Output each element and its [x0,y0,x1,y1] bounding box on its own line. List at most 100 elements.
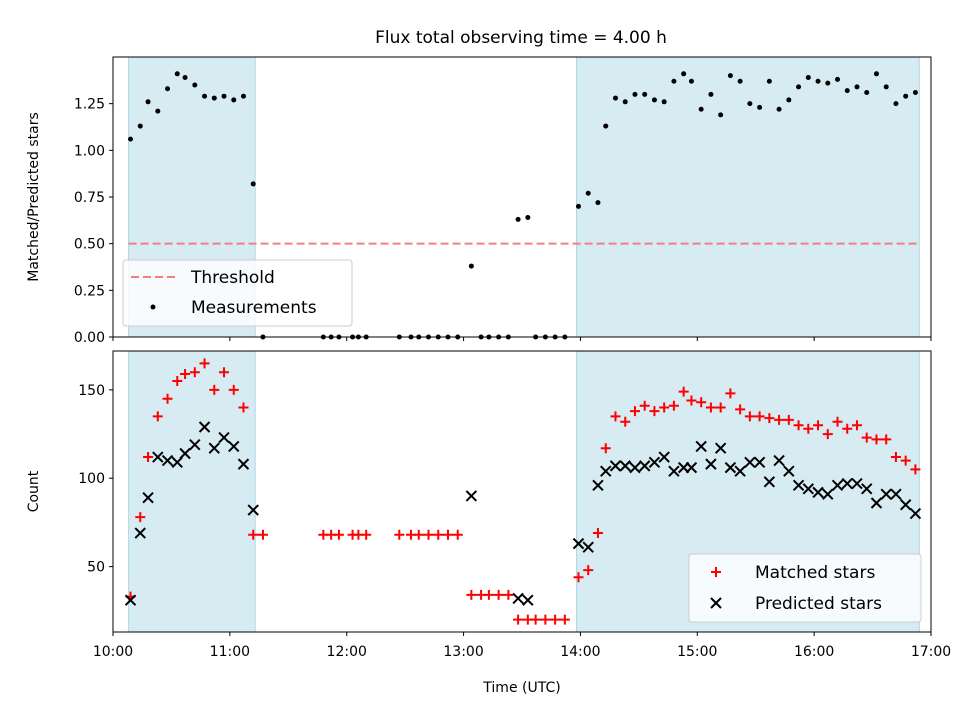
top-panel: 0.00 0.25 0.50 0.75 1.00 1.25 Matched/Predicte… [26,56,932,346]
y-tick-label: 1.25 [74,97,105,113]
matched-star-point [483,589,494,600]
predicted-star-point [870,497,883,509]
measurement-point [651,97,657,103]
y-tick-label: 100 [78,471,105,487]
measurement-point [864,89,870,95]
predicted-star-point [831,479,844,492]
predicted-star-point [247,504,259,516]
predicted-star-point [237,458,250,470]
matched-star-point [199,358,210,369]
measurement-point [805,75,811,81]
measurement-point [776,106,782,112]
matched-star-point [248,529,259,540]
matched-star-point [442,529,453,540]
measurement-point [718,112,724,118]
matched-star-point [423,529,434,540]
matched-star-point [744,411,755,422]
measurement-point [786,97,792,103]
measurement-point [661,99,667,105]
measurement-point [844,88,850,94]
matched-star-point [333,529,344,540]
matched-star-point [143,452,154,463]
y-tick-label: 0.00 [74,330,105,346]
predicted-star-point [773,454,785,467]
legend-box [122,259,353,327]
x-tick-label: 10:00 [93,644,133,660]
matched-star-point [783,414,794,425]
measurement-point [515,216,521,222]
predicted-star-point [638,460,651,472]
y-axis-label: Matched/Predicted stars [26,112,42,282]
measurement-point [642,91,648,97]
predicted-star-point [161,454,174,467]
matched-star-point [881,434,892,445]
measurement-point [612,95,618,101]
predicted-star-point [753,456,766,469]
matched-star-point [610,411,621,422]
legend-measurement-label: Measurements [191,298,317,318]
predicted-star-point [189,438,201,451]
matched-star-point [900,455,911,466]
measurement-point [688,78,694,84]
predicted-star-point [792,479,805,492]
predicted-star-point [228,440,240,453]
predicted-star-point [572,537,585,550]
predicted-star-point [851,477,863,490]
matched-star-point [540,614,551,625]
measurement-point [681,71,687,77]
matched-star-point [530,614,541,625]
matched-star-point [600,443,611,454]
predicted-star-point [512,592,524,605]
legend-predicted-swatch [710,597,722,609]
matched-star-point [209,384,220,395]
matched-star-point [678,386,689,397]
matched-star-point [452,529,463,540]
measurement-point [671,78,677,84]
predicted-star-point [763,476,776,488]
measurement-point [250,181,256,187]
observing-window-span [128,350,256,633]
measurement-point [595,200,601,206]
predicted-star-point [658,451,670,463]
matched-star-point [696,397,707,408]
matched-star-point [189,367,200,378]
measurement-point [815,78,821,84]
predicted-star-point [685,461,698,474]
matched-star-point [592,528,603,539]
predicted-star-point [619,460,631,472]
matched-star-point [649,406,660,417]
y-tick-label: 50 [87,560,105,576]
matched-star-point [832,416,843,427]
x-tick-label: 16:00 [794,644,834,660]
predicted-star-point [890,488,902,500]
matched-star-point [413,529,424,540]
matched-star-point [513,614,524,625]
matched-star-point [705,402,716,413]
matched-star-point [910,464,921,475]
predicted-star-point [812,486,824,499]
measurement-point [221,93,227,99]
matched-star-point [559,614,570,625]
predicted-star-point [705,458,717,470]
predicted-star-point [600,465,612,477]
measurement-point [883,84,889,90]
matched-star-point [659,402,670,413]
predicted-star-point [208,442,220,454]
measurement-point [632,91,638,97]
measurement-point [873,71,879,77]
measurement-point [796,84,802,90]
matched-star-point [803,423,814,434]
matched-star-point [793,420,804,431]
legend-threshold-label: Threshold [190,268,275,288]
measurement-point [525,215,531,221]
predicted-star-point [841,477,853,490]
matched-star-point [257,529,268,540]
predicted-star-point [909,507,922,520]
matched-star-point [152,411,163,422]
measurement-point [912,89,918,95]
matched-star-point [219,367,230,378]
measurement-point [174,71,180,77]
matched-star-point [503,589,514,600]
measurement-point [854,84,860,90]
